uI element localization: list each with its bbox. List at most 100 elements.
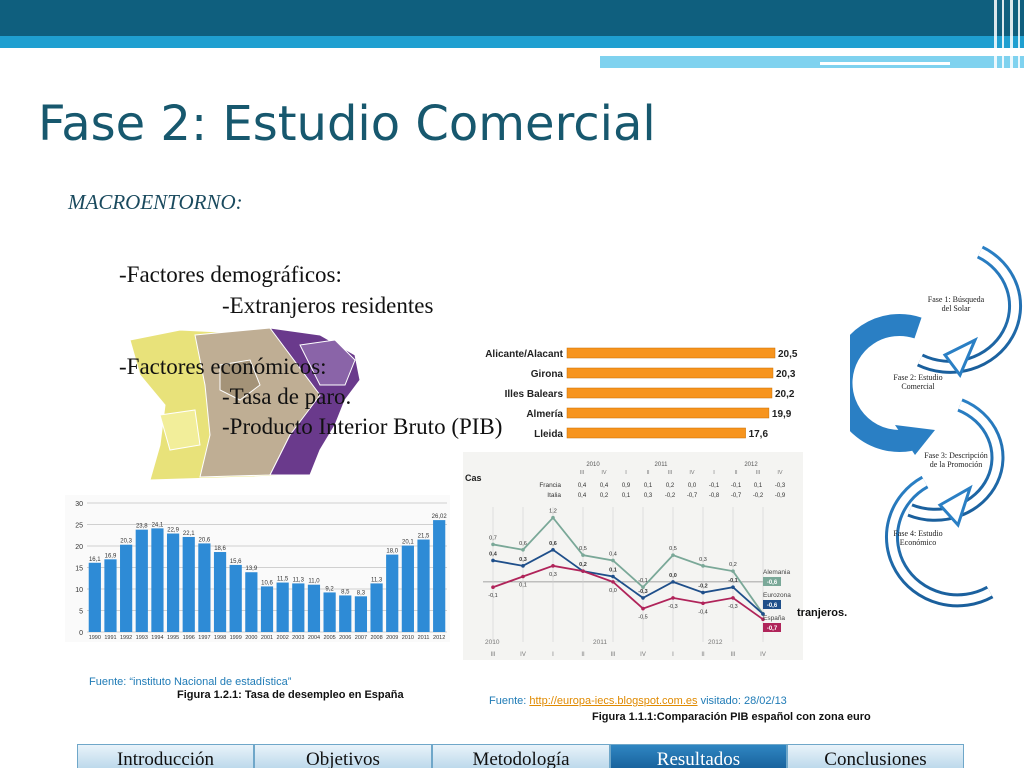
table-cell: -0,8	[709, 493, 720, 499]
x-year-label: 2011	[593, 639, 607, 646]
tab-objetivos[interactable]: Objetivos	[254, 744, 432, 768]
table-cell: 0,1	[644, 483, 653, 489]
series-name: España	[763, 615, 785, 622]
phase-4-label-2: Económico	[900, 538, 936, 547]
x-tick-label: 2010	[402, 635, 414, 641]
bar-category-label: Alicante/Alacant	[485, 349, 563, 360]
x-tick-label: 2004	[308, 635, 320, 641]
series-point	[521, 564, 525, 568]
x-tick-label: 1990	[89, 635, 101, 641]
gdp-chart-background	[463, 452, 803, 660]
x-tick-label: 2012	[433, 635, 445, 641]
bullet-foreign-residents: -Extranjeros residentes	[222, 293, 434, 318]
unemployment-bar	[276, 582, 289, 632]
bar-value-label: 20,5	[778, 349, 798, 360]
bar-value-label: 20,2	[775, 389, 795, 400]
table-cell: 0,3	[644, 493, 653, 499]
tab-label: Objetivos	[306, 749, 380, 768]
x-tick-label: 2001	[261, 635, 273, 641]
table-cell: 0,9	[622, 483, 631, 489]
bullet-unemployment: -Tasa de paro.	[222, 384, 352, 409]
bar-value-label: 13,9	[246, 566, 258, 572]
bar-value-label: 8,3	[357, 590, 366, 596]
foreign-residents-bar	[566, 407, 770, 419]
series-name: Alemania	[763, 569, 790, 576]
series-point-label: 0,6	[549, 541, 557, 547]
table-cell: 0,2	[666, 483, 675, 489]
x-tick-label: 1995	[167, 635, 179, 641]
series-end-label: -0,6	[767, 603, 778, 609]
x-tick-label: 1997	[198, 635, 210, 641]
series-point-label: -0,1	[488, 593, 497, 599]
series-point-label: -0,1	[638, 578, 647, 584]
series-point	[491, 542, 495, 547]
table-cell: 0,4	[578, 493, 587, 499]
table-row-label: Francia	[539, 482, 561, 489]
bar-value-label: 20,6	[199, 537, 211, 543]
phase-3-label-2: de la Promoción	[930, 460, 982, 469]
series-point	[581, 569, 585, 573]
bar-value-label: 17,6	[749, 429, 769, 440]
series-point-label: -0,5	[638, 615, 647, 621]
table-cell: 0,4	[600, 483, 609, 489]
gdp-partial-text: Cas	[465, 473, 482, 483]
series-point	[611, 574, 615, 579]
series-point	[731, 585, 735, 590]
foreign-residents-bar	[566, 387, 773, 399]
x-tick-label: 2000	[245, 635, 257, 641]
table-cell: 0,2	[600, 493, 609, 499]
phase-3-arrow	[907, 398, 1005, 528]
tab-conclusiones[interactable]: Conclusiones	[787, 744, 964, 768]
bar-category-label: Lleida	[534, 429, 563, 440]
header-band-white	[0, 48, 1024, 56]
header-stripe	[1010, 0, 1013, 70]
gdp-caption: Figura 1.1.1:Comparación PIB español con…	[592, 711, 871, 723]
foreign-residents-bar	[566, 427, 746, 439]
bar-value-label: 19,9	[772, 409, 792, 420]
tab-introduccion[interactable]: Introducción	[77, 744, 254, 768]
unemployment-chart: 0 5 10 15 20 25 30 16,1 1990 16,9 1991 20,3 1992 23,8…	[65, 495, 450, 642]
table-cell: 0,1	[622, 493, 631, 499]
unemployment-caption: Figura 1.2.1: Tasa de desempleo en Españ…	[177, 689, 404, 701]
series-point	[761, 617, 765, 622]
unemployment-source: Fuente: “instituto Nacional de estadísti…	[89, 676, 292, 688]
x-year-label: 2012	[708, 639, 723, 646]
bar-value-label: 20,1	[402, 540, 414, 546]
table-quarter-label: IV	[601, 470, 607, 476]
series-end-badge	[763, 577, 781, 586]
table-cell: -0,3	[775, 483, 786, 489]
tab-metodologia[interactable]: Metodología	[432, 744, 610, 768]
x-quarter-label: IV	[640, 652, 646, 658]
series-point	[701, 564, 705, 568]
gdp-source-link[interactable]: http://europa-iecs.blogspot.com.es	[529, 695, 698, 707]
series-point-label: 0,1	[519, 583, 527, 589]
y-tick-label: 10	[75, 587, 83, 594]
unemployment-bar	[417, 539, 430, 632]
x-tick-label: 2007	[355, 635, 367, 641]
bullet-gdp: -Producto Interior Bruto (PIB)	[222, 414, 503, 439]
series-point-label: -0,4	[698, 609, 707, 615]
tab-resultados[interactable]: Resultados	[610, 744, 787, 768]
phase-2-label: Fase 2: Estudio	[893, 373, 942, 382]
series-point	[671, 553, 675, 557]
series-point-label: 0,5	[579, 546, 587, 552]
table-cell: -0,7	[687, 493, 698, 499]
series-point-label: 0,6	[519, 541, 527, 547]
table-row-label: Italia	[547, 492, 561, 499]
bar-value-label: 18,0	[386, 549, 398, 555]
phases-diagram: Fase 1: Búsqueda del Solar Fase 2: Estud…	[850, 245, 1023, 608]
bar-category-label: Illes Balears	[505, 389, 564, 400]
x-quarter-label: III	[730, 652, 735, 658]
x-quarter-label: III	[490, 652, 495, 658]
phase-1-label: Fase 1: Búsqueda	[928, 295, 985, 304]
table-cell: -0,2	[753, 493, 764, 499]
table-quarter-label: II	[734, 470, 738, 476]
gdp-source: Fuente: http://europa-iecs.blogspot.com.…	[489, 695, 787, 707]
series-line	[492, 564, 764, 621]
bar-value-label: 8,5	[341, 589, 350, 595]
bar-category-label: Girona	[531, 369, 564, 380]
series-end-badge	[763, 600, 781, 609]
table-quarter-label: III	[580, 470, 585, 476]
